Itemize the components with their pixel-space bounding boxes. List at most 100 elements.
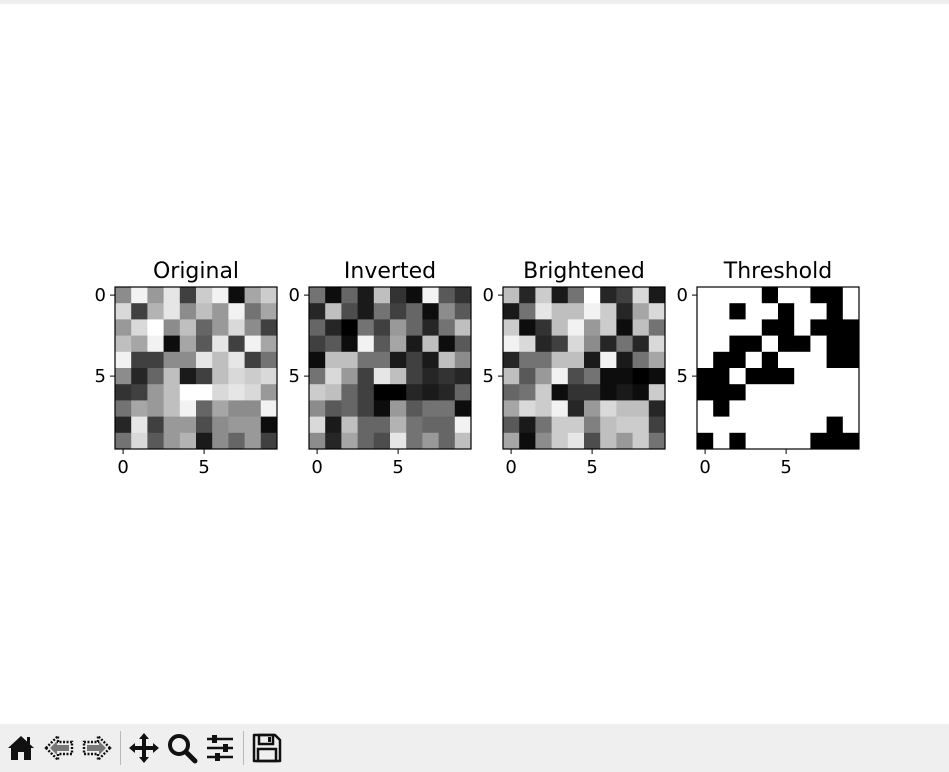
image-pixel [212, 303, 229, 320]
image-pixel [600, 416, 617, 434]
image-pixel [648, 400, 666, 417]
image-pixel [519, 432, 536, 450]
image-pixel [761, 303, 779, 320]
y-tick-label: 5 [95, 366, 106, 387]
image-pixel [357, 432, 375, 450]
image-pixel [503, 384, 520, 401]
image-pixel [567, 319, 585, 336]
image-pixel [600, 432, 617, 450]
image-pixel [309, 319, 326, 336]
image-pixel [438, 319, 456, 336]
image-pixel [147, 303, 164, 320]
image-pixel [325, 368, 342, 385]
image-pixel [212, 335, 229, 353]
image-pixel [745, 400, 763, 417]
image-pixel [357, 384, 375, 401]
image-pixel [632, 416, 650, 434]
image-pixel [373, 287, 391, 304]
image-pixel [422, 416, 439, 434]
image-pixel [454, 303, 472, 320]
image-pixel [196, 384, 213, 401]
image-pixel [745, 319, 763, 336]
image-pixel [794, 416, 811, 434]
image-pixel [778, 351, 795, 369]
image-pixel [147, 400, 164, 417]
image-pixel [260, 432, 278, 450]
image-pixel [778, 319, 795, 336]
image-pixel [309, 303, 326, 320]
image-pixel [616, 432, 633, 450]
forward-button[interactable] [78, 727, 116, 769]
image-pixel [826, 303, 844, 320]
image-pixel [632, 351, 650, 369]
image-pixel [761, 335, 779, 353]
image-pixel [390, 319, 407, 336]
image-pixel [357, 303, 375, 320]
image-pixel [584, 319, 601, 336]
x-tick-label: 5 [780, 457, 791, 478]
image-pixel [147, 335, 164, 353]
navigation-toolbar [0, 724, 949, 772]
image-pixel [567, 400, 585, 417]
home-button[interactable] [2, 727, 40, 769]
image-pixel [163, 416, 181, 434]
axes-frame [308, 286, 472, 450]
panel-title: Inverted [344, 259, 436, 284]
image-pixel [422, 400, 439, 417]
image-pixel [551, 416, 569, 434]
image-pixel [826, 432, 844, 450]
image-pixel [390, 368, 407, 385]
image-pixel [115, 319, 132, 336]
image-pixel [826, 416, 844, 434]
image-pixel [745, 384, 763, 401]
image-pixel [390, 384, 407, 401]
image-pixel [212, 384, 229, 401]
image-pixel [567, 287, 585, 304]
image-pixel [341, 351, 358, 369]
image-pixel [147, 432, 164, 450]
pan-button[interactable] [125, 727, 163, 769]
image-pixel [325, 351, 342, 369]
image-pixel [584, 287, 601, 304]
image-pixel [842, 335, 860, 353]
image-pixel [163, 368, 181, 385]
image-pixel [745, 416, 763, 434]
image-pixel [438, 432, 456, 450]
save-button[interactable] [248, 727, 286, 769]
image-pixel [697, 400, 714, 417]
x-tick-label: 0 [699, 457, 710, 478]
image-pixel [842, 303, 860, 320]
image-pixel [632, 384, 650, 401]
image-pixel [422, 384, 439, 401]
image-pixel [745, 368, 763, 385]
image-pixel [826, 335, 844, 353]
image-pixel [794, 400, 811, 417]
image-pixel [616, 384, 633, 401]
image-pixel [454, 287, 472, 304]
back-button[interactable] [40, 727, 78, 769]
image-pixel [163, 400, 181, 417]
image-pixel [551, 368, 569, 385]
image-panel-2: Inverted 0 0 5 5 [289, 259, 472, 478]
image-pixel [567, 432, 585, 450]
image-pixel [697, 287, 714, 304]
configure-subplots-button[interactable] [201, 727, 239, 769]
toolbar-separator [243, 731, 244, 765]
image-pixel [454, 416, 472, 434]
image-pixel [179, 303, 197, 320]
image-pixel [163, 335, 181, 353]
axes-frame [114, 286, 278, 450]
image-pixel [535, 287, 552, 304]
image-pixel [147, 351, 164, 369]
image-pixel [228, 351, 245, 369]
image-pixel [713, 416, 730, 434]
image-pixel [519, 400, 536, 417]
image-pixel [713, 432, 730, 450]
zoom-button[interactable] [163, 727, 201, 769]
image-pixel [632, 319, 650, 336]
image-pixel [729, 303, 746, 320]
image-pixel [244, 303, 262, 320]
image-pixel [697, 416, 714, 434]
image-pixel [761, 416, 779, 434]
image-pixel [503, 400, 520, 417]
